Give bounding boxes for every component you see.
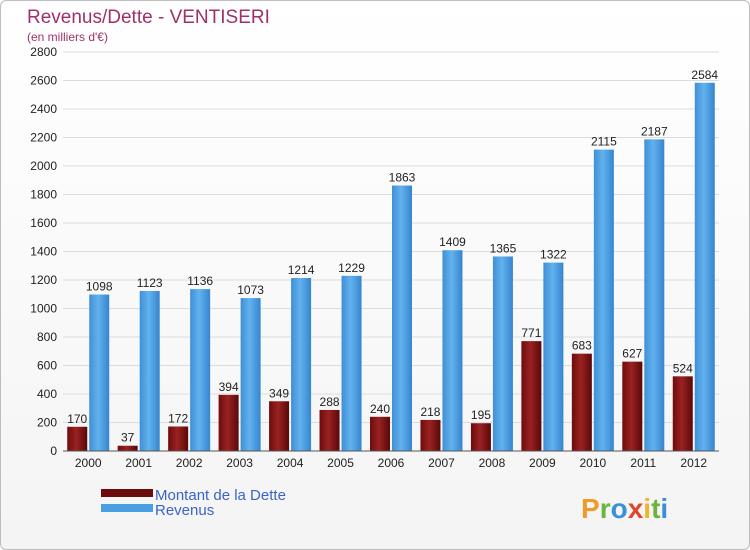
value-label-revenus: 1322 xyxy=(540,248,567,262)
bar-debt xyxy=(269,401,290,451)
bar-debt xyxy=(117,445,138,451)
value-label-debt: 524 xyxy=(673,361,693,375)
bar-revenus xyxy=(644,139,665,452)
y-tick-label: 2600 xyxy=(30,74,57,88)
value-label-revenus: 1123 xyxy=(137,276,163,290)
bar-debt xyxy=(218,394,239,451)
legend: Montant de la Dette Revenus xyxy=(101,487,286,519)
y-axis-ticks: 0 200 400 600 800 1000 1200 1400 1600 1800 2000 220… xyxy=(30,45,57,458)
legend-swatch-debt xyxy=(101,489,153,497)
value-label-debt: 172 xyxy=(168,411,188,425)
bar-revenus xyxy=(190,289,211,451)
x-tick-label: 2011 xyxy=(630,456,656,470)
y-tick-label: 600 xyxy=(37,359,57,373)
value-label-debt: 195 xyxy=(471,408,491,422)
bar-revenus xyxy=(442,250,463,451)
y-tick-label: 1000 xyxy=(30,302,57,316)
x-tick-label: 2004 xyxy=(277,456,304,470)
value-labels: 170 1098 37 1123 172 1136 394 1073 349 1214 288 122… xyxy=(67,68,718,445)
y-tick-label: 1600 xyxy=(30,216,57,230)
legend-swatch-revenus xyxy=(101,504,153,512)
bar-debt xyxy=(319,409,340,451)
value-label-revenus: 2115 xyxy=(591,135,617,149)
bar-debt xyxy=(420,419,441,451)
bar-revenus xyxy=(543,262,564,451)
grid-lines xyxy=(63,51,719,423)
value-label-debt: 218 xyxy=(420,405,440,419)
value-label-debt: 627 xyxy=(622,347,642,361)
y-tick-label: 400 xyxy=(37,387,57,401)
value-label-revenus: 1229 xyxy=(338,261,365,275)
bar-revenus xyxy=(593,149,614,452)
bar-revenus xyxy=(139,290,160,451)
value-label-debt: 394 xyxy=(219,380,239,394)
bars xyxy=(67,82,715,452)
bar-debt xyxy=(67,426,88,451)
bar-revenus xyxy=(291,278,312,451)
bar-revenus xyxy=(341,275,362,451)
bar-debt xyxy=(571,353,592,451)
proxiti-logo: Proxiti xyxy=(581,493,668,524)
bar-debt xyxy=(622,361,643,451)
y-tick-label: 2000 xyxy=(30,159,57,173)
x-tick-label: 2009 xyxy=(529,456,556,470)
x-tick-label: 2007 xyxy=(428,456,455,470)
y-tick-label: 2800 xyxy=(30,45,57,59)
bar-debt xyxy=(672,376,693,451)
value-label-revenus: 1365 xyxy=(490,241,517,255)
y-tick-label: 1200 xyxy=(30,273,57,287)
bar-revenus xyxy=(492,256,513,451)
value-label-revenus: 1073 xyxy=(237,283,264,297)
y-tick-label: 1400 xyxy=(30,245,57,259)
x-axis-ticks: 2000 2001 2002 2003 2004 2005 2006 2007 2008 2009… xyxy=(75,456,708,470)
x-tick-label: 2008 xyxy=(479,456,506,470)
legend-label-debt: Montant de la Dette xyxy=(155,487,286,504)
value-label-debt: 349 xyxy=(269,386,289,400)
legend-label-revenus: Revenus xyxy=(155,502,214,519)
value-label-debt: 240 xyxy=(370,402,390,416)
bar-debt xyxy=(470,423,491,451)
value-label-debt: 288 xyxy=(320,395,340,409)
x-tick-label: 2000 xyxy=(75,456,102,470)
bar-revenus xyxy=(89,294,110,451)
bar-revenus xyxy=(392,185,412,451)
bar-debt xyxy=(521,341,542,451)
value-label-revenus: 1214 xyxy=(288,263,315,277)
value-label-debt: 37 xyxy=(121,431,135,445)
x-tick-label: 2005 xyxy=(327,456,354,470)
value-label-revenus: 1863 xyxy=(389,171,416,185)
x-tick-label: 2006 xyxy=(378,456,405,470)
value-label-revenus: 1409 xyxy=(439,235,466,249)
value-label-revenus: 2584 xyxy=(691,68,718,82)
bar-revenus xyxy=(694,82,715,451)
value-label-debt: 170 xyxy=(67,412,87,426)
y-tick-label: 2200 xyxy=(30,131,57,145)
bar-debt xyxy=(370,416,390,451)
x-tick-label: 2001 xyxy=(125,456,152,470)
value-label-revenus: 1136 xyxy=(187,274,213,288)
y-tick-label: 0 xyxy=(50,444,57,458)
chart-title: Revenus/Dette - VENTISERI xyxy=(27,7,270,28)
value-label-debt: 771 xyxy=(521,326,541,340)
y-tick-label: 2400 xyxy=(30,102,57,116)
value-label-debt: 683 xyxy=(572,339,592,353)
chart-subtitle: (en milliers d'€) xyxy=(27,30,108,44)
value-label-revenus: 2187 xyxy=(641,124,668,138)
value-label-revenus: 1098 xyxy=(86,280,113,294)
y-tick-label: 200 xyxy=(37,416,57,430)
bar-revenus xyxy=(240,298,261,451)
x-tick-label: 2003 xyxy=(226,456,253,470)
x-tick-label: 2010 xyxy=(579,456,606,470)
bar-debt xyxy=(168,426,189,451)
x-tick-label: 2002 xyxy=(176,456,203,470)
y-tick-label: 1800 xyxy=(30,188,57,202)
y-tick-label: 800 xyxy=(37,330,57,344)
x-tick-label: 2012 xyxy=(680,456,707,470)
